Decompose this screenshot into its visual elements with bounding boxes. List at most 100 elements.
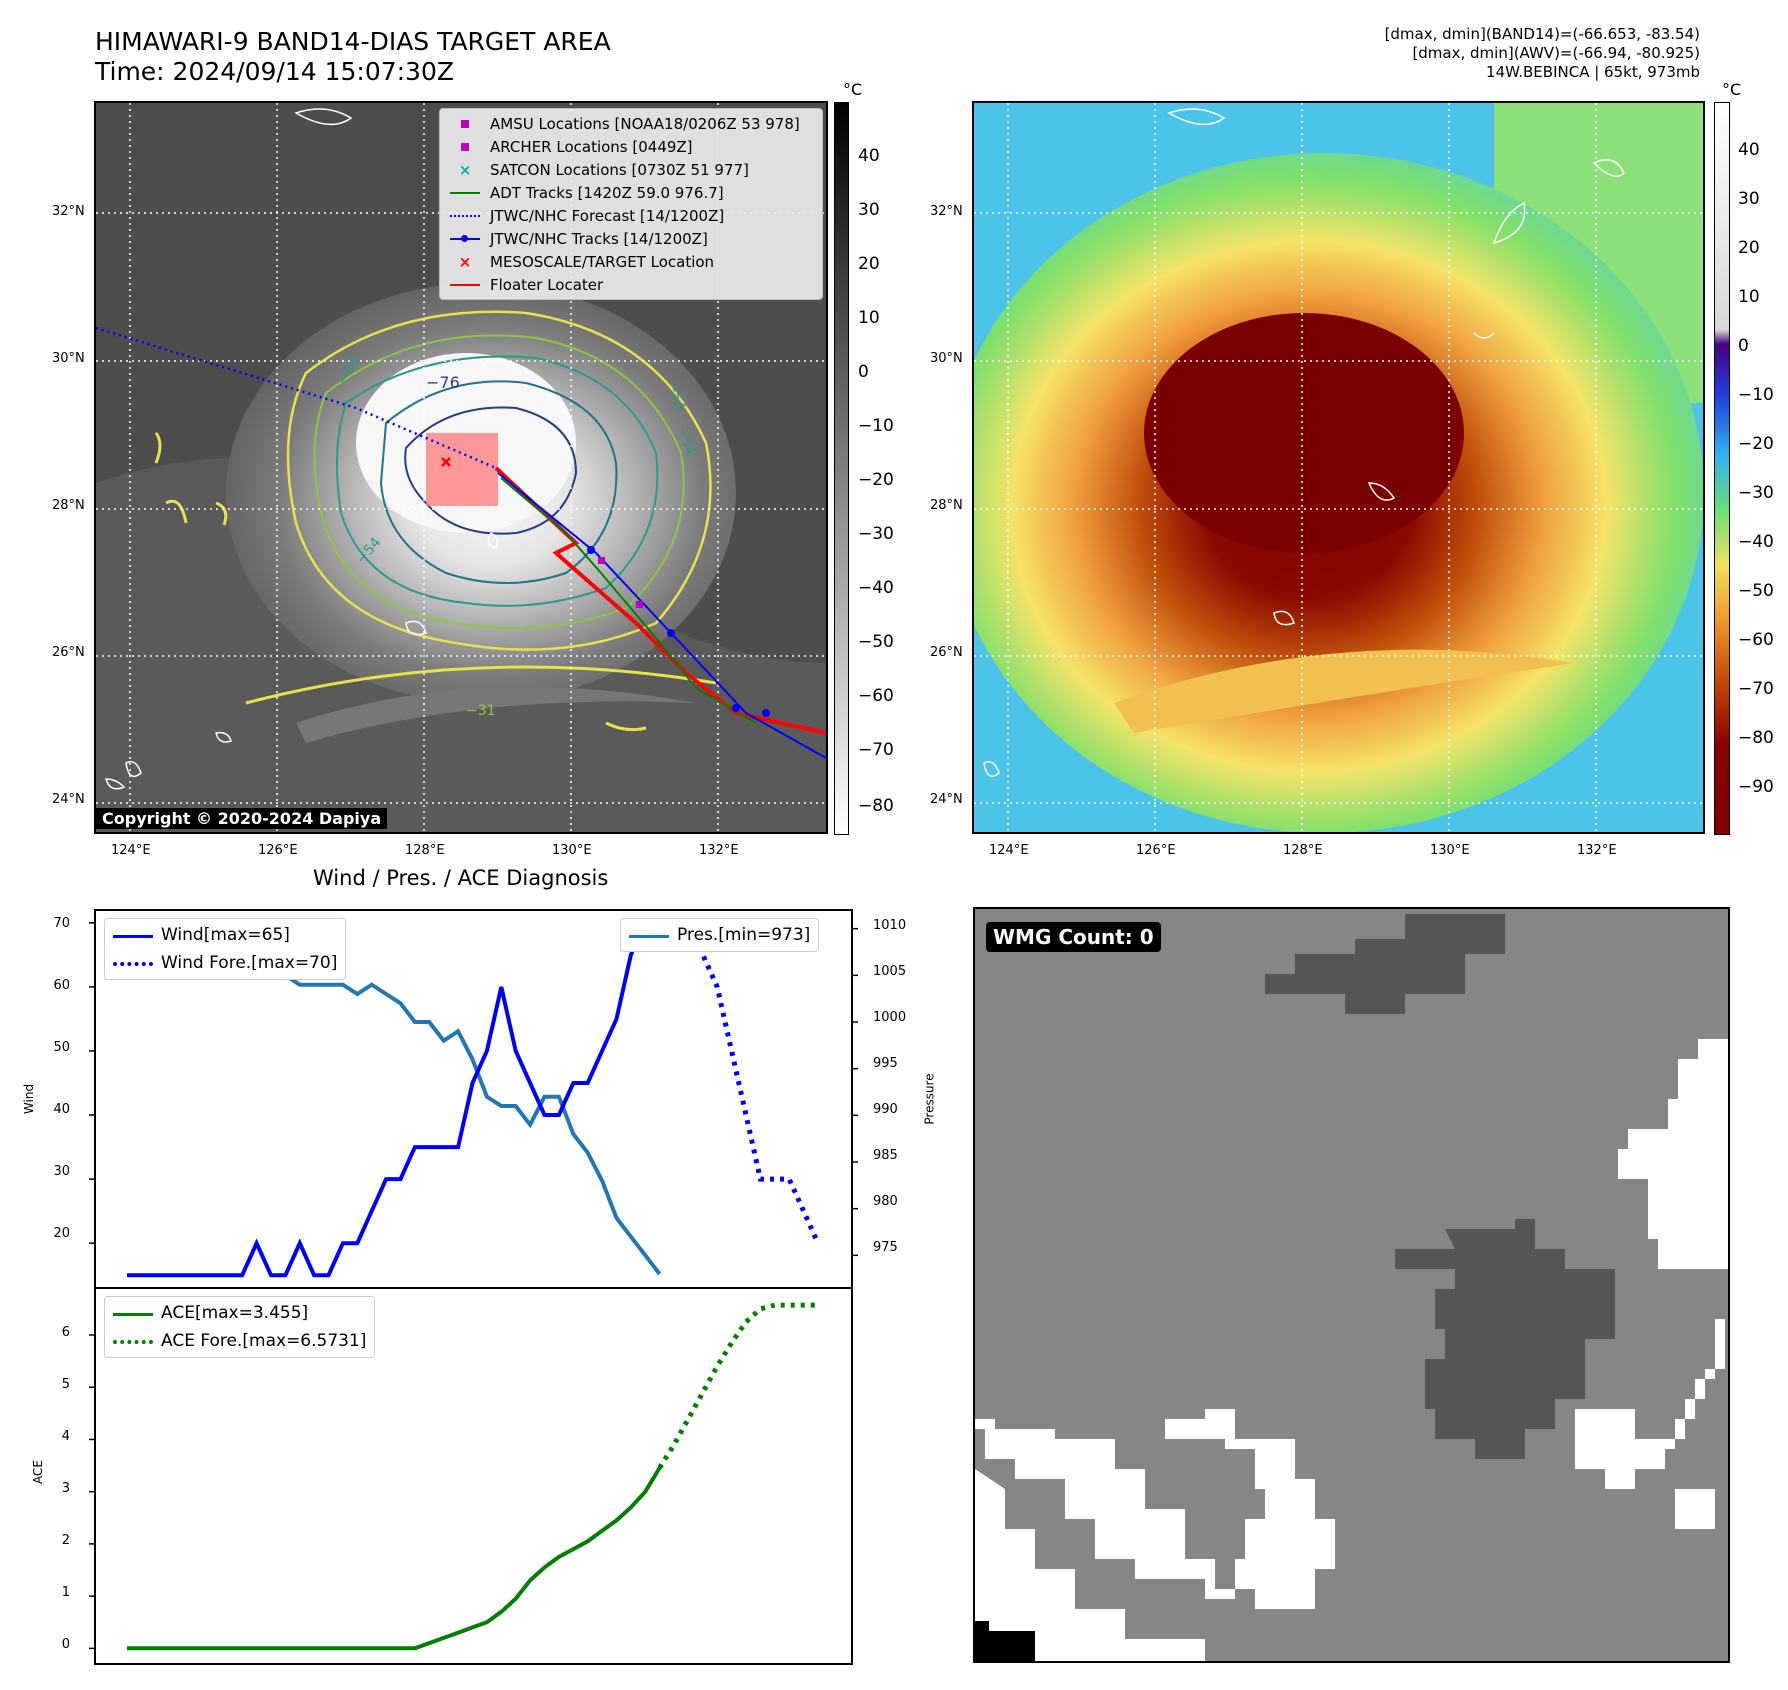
lat-label: 26°N	[930, 645, 963, 660]
colorbar-tick: 20	[1738, 238, 1760, 258]
lat-label: 24°N	[930, 792, 963, 807]
colorbar-unit: °C	[843, 80, 863, 99]
ace-tick: 4	[61, 1429, 70, 1444]
line-icon	[105, 933, 161, 938]
lat-label: 32°N	[52, 204, 85, 219]
colorbar-tick: 30	[1738, 189, 1760, 209]
lon-label: 126°E	[258, 843, 298, 858]
dotted-line-icon	[105, 960, 161, 966]
colorbar-tick: 0	[858, 362, 869, 382]
legend-item-pressure: Pres.[min=973]	[621, 921, 818, 949]
colorbar-gray	[834, 102, 849, 835]
colorbar-tick: −40	[1738, 532, 1774, 552]
lon-label: 128°E	[1283, 843, 1323, 858]
colorbar-tick: −20	[1738, 434, 1774, 454]
colorbar-tick: −70	[858, 740, 894, 760]
stats-awv: [dmax, dmin](AWV)=(-66.94, -80.925)	[1412, 44, 1700, 62]
copyright-label: Copyright © 2020-2024 Dapiya	[96, 808, 388, 829]
ace-tick: 5	[61, 1377, 70, 1392]
dotted-line-icon	[440, 214, 490, 217]
colorbar-tick: −60	[1738, 630, 1774, 650]
lon-label: 124°E	[989, 843, 1029, 858]
legend-item-adt: ADT Tracks [1420Z 59.0 976.7]	[440, 181, 822, 204]
colorbar-tick: −60	[858, 686, 894, 706]
wind-tick: 30	[53, 1164, 70, 1179]
colorbar-tick: −20	[858, 470, 894, 490]
colorbar-tick: 30	[858, 200, 880, 220]
stats-storm: 14W.BEBINCA | 65kt, 973mb	[1486, 63, 1700, 81]
legend-item-forecast: JTWC/NHC Forecast [14/1200Z]	[440, 204, 822, 227]
colorbar-tick: −10	[858, 416, 894, 436]
legend-label: Wind Fore.[max=70]	[161, 953, 338, 973]
colorbar-tick: −80	[858, 796, 894, 816]
line-icon	[440, 191, 490, 194]
lat-label: 30°N	[52, 351, 85, 366]
wind-axis-label: Wind	[22, 1083, 37, 1115]
wind-legend: Wind[max=65] Wind Fore.[max=70]	[104, 918, 347, 980]
legend-item-ace-fore: ACE Fore.[max=6.5731]	[105, 1327, 374, 1355]
square-marker-icon	[440, 142, 490, 151]
colorbar-tick: −30	[858, 524, 894, 544]
pressure-tick: 975	[873, 1240, 898, 1255]
lat-label: 28°N	[930, 498, 963, 513]
lon-label: 132°E	[699, 843, 739, 858]
wmg-map-image	[975, 909, 1728, 1661]
ace-tick: 1	[61, 1585, 70, 1600]
diagnosis-title: Wind / Pres. / ACE Diagnosis	[313, 866, 609, 890]
lon-label: 130°E	[552, 843, 592, 858]
legend-label: Pres.[min=973]	[677, 925, 811, 945]
pressure-axis-label: Pressure	[922, 1073, 937, 1125]
legend-label: ACE[max=3.455]	[161, 1303, 309, 1323]
colorbar-tick: −70	[1738, 679, 1774, 699]
ace-tick: 6	[61, 1325, 70, 1340]
wind-forecast-line	[645, 920, 821, 1245]
legend-label: AMSU Locations [NOAA18/0206Z 53 978]	[490, 114, 800, 133]
colorbar-awv	[1714, 102, 1730, 835]
ace-legend: ACE[max=3.455] ACE Fore.[max=6.5731]	[104, 1296, 376, 1358]
ace-axis-label: ACE	[30, 1460, 45, 1484]
map-legend: AMSU Locations [NOAA18/0206Z 53 978] ARC…	[439, 108, 823, 300]
line-icon	[440, 283, 490, 286]
awv-map-panel	[972, 101, 1705, 834]
colorbar-tick: −90	[1738, 777, 1774, 797]
colorbar-tick: 10	[1738, 287, 1760, 307]
wmg-count-badge: WMG Count: 0	[986, 922, 1161, 952]
colorbar-tick: 20	[858, 254, 880, 274]
legend-label: JTWC/NHC Forecast [14/1200Z]	[490, 206, 725, 225]
legend-label: MESOSCALE/TARGET Location	[490, 252, 715, 271]
ace-tick: 2	[61, 1533, 70, 1548]
stats-band14: [dmax, dmin](BAND14)=(-66.653, -83.54)	[1384, 25, 1700, 43]
colorbar-tick: 0	[1738, 336, 1749, 356]
pressure-tick: 985	[873, 1148, 898, 1163]
lon-label: 124°E	[111, 843, 151, 858]
stats-block: [dmax, dmin](BAND14)=(-66.653, -83.54) […	[1385, 25, 1700, 82]
chart-title: HIMAWARI-9 BAND14-DIAS TARGET AREA	[95, 27, 611, 56]
legend-label: ACE Fore.[max=6.5731]	[161, 1331, 367, 1351]
legend-label: ARCHER Locations [0449Z]	[490, 137, 693, 156]
ace-tick: 0	[61, 1637, 70, 1652]
square-marker-icon	[440, 119, 490, 128]
line-dot-icon	[440, 234, 490, 242]
lat-label: 24°N	[52, 792, 85, 807]
lat-label: 32°N	[930, 204, 963, 219]
legend-label: SATCON Locations [0730Z 51 977]	[490, 160, 749, 179]
wind-tick: 20	[53, 1226, 70, 1241]
legend-item-ace: ACE[max=3.455]	[105, 1299, 374, 1327]
x-marker-icon: ×	[458, 252, 472, 271]
legend-item-floater: Floater Locater	[440, 273, 822, 296]
awv-map-image	[974, 103, 1703, 832]
ace-series-line	[127, 1466, 662, 1651]
colorbar-unit: °C	[1722, 80, 1742, 99]
lat-label: 30°N	[930, 351, 963, 366]
chart-time: Time: 2024/09/14 15:07:30Z	[95, 57, 454, 86]
pressure-tick: 1000	[873, 1010, 907, 1025]
legend-label: Floater Locater	[490, 275, 604, 294]
dotted-line-icon	[105, 1338, 161, 1344]
colorbar-tick: −80	[1738, 728, 1774, 748]
wind-tick: 50	[53, 1040, 70, 1055]
pressure-tick: 980	[873, 1194, 898, 1209]
lon-label: 126°E	[1136, 843, 1176, 858]
lon-label: 128°E	[405, 843, 445, 858]
pressure-series-line	[125, 926, 662, 1276]
pressure-tick: 990	[873, 1102, 898, 1117]
